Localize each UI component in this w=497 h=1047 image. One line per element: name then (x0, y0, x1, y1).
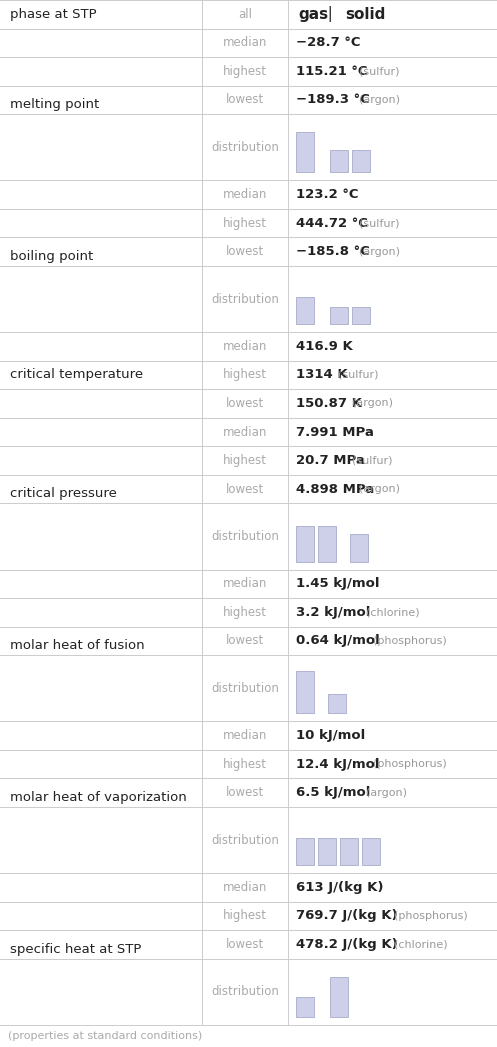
Bar (330, 150, 348, 173)
Text: 416.9 K: 416.9 K (296, 340, 353, 353)
Text: distribution: distribution (211, 985, 279, 999)
Text: all: all (238, 7, 252, 21)
Text: (phosphorus): (phosphorus) (373, 759, 447, 770)
Bar (318, 527, 336, 561)
Text: median: median (223, 188, 267, 201)
Bar (330, 977, 348, 1017)
Text: |: | (318, 6, 342, 22)
Text: −185.8 °C: −185.8 °C (296, 245, 374, 259)
Text: 4.898 MPa: 4.898 MPa (296, 483, 379, 495)
Text: (sulfur): (sulfur) (338, 370, 379, 380)
Text: median: median (223, 37, 267, 49)
Text: specific heat at STP: specific heat at STP (10, 942, 141, 956)
Text: lowest: lowest (226, 483, 264, 495)
Text: (chlorine): (chlorine) (394, 939, 448, 950)
Text: (argon): (argon) (359, 247, 400, 257)
Text: median: median (223, 577, 267, 591)
Text: 478.2 J/(kg K): 478.2 J/(kg K) (296, 938, 403, 951)
Text: 3.2 kJ/mol: 3.2 kJ/mol (296, 606, 375, 619)
Text: 12.4 kJ/mol: 12.4 kJ/mol (296, 758, 384, 771)
Text: highest: highest (223, 217, 267, 229)
Text: (sulfur): (sulfur) (359, 66, 400, 76)
Bar (296, 997, 314, 1017)
Text: (argon): (argon) (359, 95, 400, 105)
Text: highest: highest (223, 65, 267, 77)
Bar (352, 150, 370, 173)
Text: melting point: melting point (10, 98, 99, 111)
Text: median: median (223, 729, 267, 742)
Text: (sulfur): (sulfur) (359, 218, 400, 228)
Text: lowest: lowest (226, 786, 264, 799)
Text: lowest: lowest (226, 938, 264, 951)
Bar (350, 534, 368, 561)
Text: molar heat of vaporization: molar heat of vaporization (10, 790, 187, 804)
Text: solid: solid (345, 6, 385, 22)
Text: 20.7 MPa: 20.7 MPa (296, 454, 369, 467)
Text: lowest: lowest (226, 93, 264, 107)
Bar (296, 132, 314, 173)
Text: (phosphorus): (phosphorus) (373, 636, 447, 646)
Text: 444.72 °C: 444.72 °C (296, 217, 372, 229)
Text: 0.64 kJ/mol: 0.64 kJ/mol (296, 634, 384, 647)
Text: lowest: lowest (226, 245, 264, 259)
Text: 7.991 MPa: 7.991 MPa (296, 425, 374, 439)
Text: (argon): (argon) (366, 787, 407, 798)
Text: (phosphorus): (phosphorus) (394, 911, 468, 921)
Text: (chlorine): (chlorine) (366, 607, 419, 618)
Bar (296, 527, 314, 561)
Text: median: median (223, 340, 267, 353)
Text: critical pressure: critical pressure (10, 487, 117, 500)
Text: phase at STP: phase at STP (10, 7, 96, 21)
Text: 150.87 K: 150.87 K (296, 397, 366, 410)
Text: (properties at standard conditions): (properties at standard conditions) (8, 1031, 202, 1041)
Text: (argon): (argon) (359, 484, 400, 494)
Text: 1314 K: 1314 K (296, 369, 352, 381)
Text: distribution: distribution (211, 682, 279, 695)
Bar (296, 838, 314, 865)
Text: distribution: distribution (211, 140, 279, 154)
Text: highest: highest (223, 606, 267, 619)
Bar (362, 838, 380, 865)
Text: highest: highest (223, 910, 267, 922)
Text: lowest: lowest (226, 397, 264, 410)
Text: median: median (223, 881, 267, 894)
Text: distribution: distribution (211, 833, 279, 847)
Text: boiling point: boiling point (10, 250, 93, 263)
Text: highest: highest (223, 758, 267, 771)
Text: median: median (223, 425, 267, 439)
Bar (340, 838, 358, 865)
Bar (318, 838, 336, 865)
Text: highest: highest (223, 369, 267, 381)
Text: 613 J/(kg K): 613 J/(kg K) (296, 881, 384, 894)
Bar (330, 307, 348, 325)
Text: (sulfur): (sulfur) (352, 455, 393, 466)
Text: gas: gas (298, 6, 328, 22)
Bar (296, 671, 314, 713)
Text: (argon): (argon) (352, 399, 393, 408)
Text: critical temperature: critical temperature (10, 369, 143, 381)
Text: molar heat of fusion: molar heat of fusion (10, 639, 145, 652)
Text: distribution: distribution (211, 292, 279, 306)
Text: −28.7 °C: −28.7 °C (296, 37, 360, 49)
Bar (352, 307, 370, 325)
Text: 115.21 °C: 115.21 °C (296, 65, 372, 77)
Text: lowest: lowest (226, 634, 264, 647)
Text: 769.7 J/(kg K): 769.7 J/(kg K) (296, 910, 402, 922)
Text: 6.5 kJ/mol: 6.5 kJ/mol (296, 786, 375, 799)
Text: 10 kJ/mol: 10 kJ/mol (296, 729, 365, 742)
Text: 123.2 °C: 123.2 °C (296, 188, 358, 201)
Text: 1.45 kJ/mol: 1.45 kJ/mol (296, 577, 380, 591)
Text: −189.3 °C: −189.3 °C (296, 93, 374, 107)
Bar (296, 296, 314, 325)
Text: distribution: distribution (211, 530, 279, 543)
Text: highest: highest (223, 454, 267, 467)
Bar (328, 694, 346, 713)
